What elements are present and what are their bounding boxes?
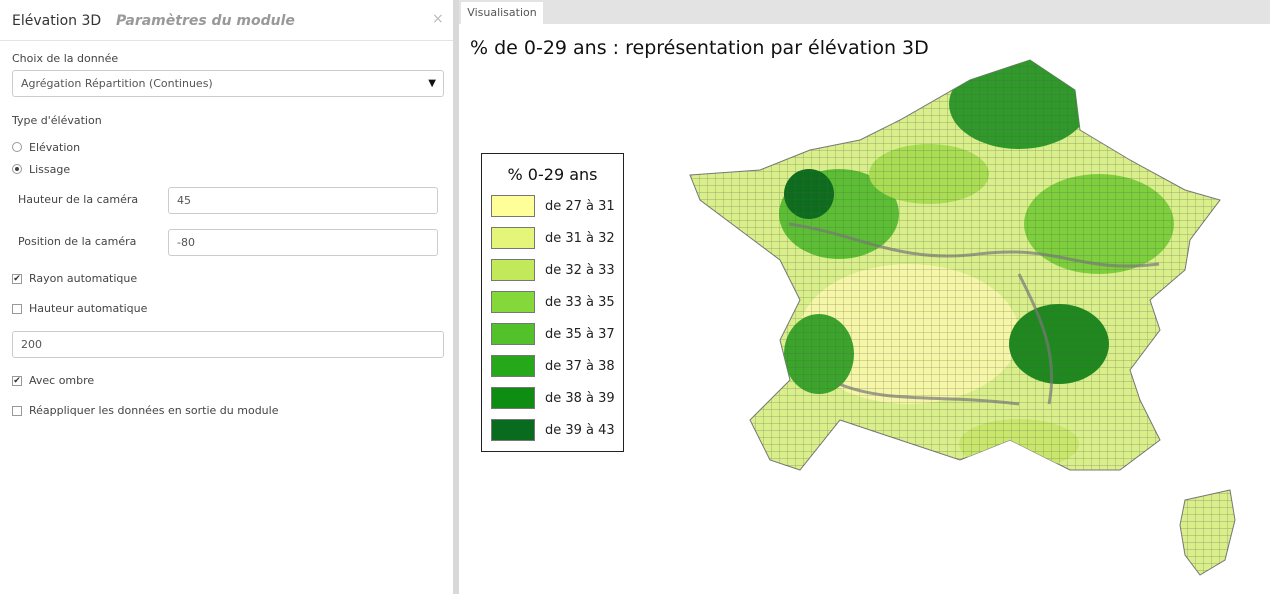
field-label: Position de la caméra xyxy=(18,235,137,248)
close-button[interactable]: × xyxy=(432,11,444,27)
radio-row: Elévation xyxy=(12,137,80,157)
legend-swatch xyxy=(491,355,535,377)
legend-item: de 33 à 35 xyxy=(482,286,623,318)
checkbox-row: ✔ Rayon automatique xyxy=(12,272,137,285)
camera-height-input[interactable]: 45 xyxy=(168,187,438,214)
checkbox[interactable]: ✔ xyxy=(12,375,22,386)
checkbox[interactable]: ✔ xyxy=(12,273,22,284)
field-label: Hauteur de la caméra xyxy=(18,193,139,206)
data-select[interactable]: Agrégation Répartition (Continues) ▼ xyxy=(12,70,444,97)
radio-label: Elévation xyxy=(29,140,81,154)
checkbox-row: ✔ Avec ombre xyxy=(12,374,94,387)
radio-row: Lissage xyxy=(12,159,80,179)
panel-title: Elévation 3D xyxy=(12,13,102,29)
legend-title: % 0-29 ans xyxy=(507,165,598,184)
settings-panel: Elévation 3D Paramètres du module × Choi… xyxy=(0,0,453,594)
legend-swatch xyxy=(491,227,535,249)
legend-label: de 33 à 35 xyxy=(545,294,615,310)
legend-swatch xyxy=(491,419,535,441)
checkbox[interactable] xyxy=(12,303,22,314)
checkbox-label: Rayon automatique xyxy=(29,272,138,285)
checkbox-label: Réappliquer les données en sortie du mod… xyxy=(29,404,279,417)
tab-bar xyxy=(459,0,1270,24)
legend-item: de 38 à 39 xyxy=(482,382,623,414)
select-arrow: ▼ xyxy=(428,78,436,89)
legend-item: de 35 à 37 xyxy=(482,318,623,350)
legend-item: de 32 à 33 xyxy=(482,254,623,286)
river-lines xyxy=(788,222,1160,406)
legend-swatch xyxy=(491,323,535,345)
legend-item: de 31 à 32 xyxy=(482,222,623,254)
legend-label: de 35 à 37 xyxy=(545,326,615,342)
radio-group: Elévation Lissage xyxy=(12,137,80,181)
legend-item: de 27 à 31 xyxy=(482,190,623,222)
legend-swatch xyxy=(491,259,535,281)
legend-items: de 27 à 31 de 31 à 32 de 32 à 33 de 33 à 35… xyxy=(482,190,623,446)
legend-label: de 38 à 39 xyxy=(545,390,615,406)
radio-button[interactable] xyxy=(12,164,22,174)
tab[interactable]: Visualisation xyxy=(461,2,543,24)
legend-label: de 27 à 31 xyxy=(545,198,615,214)
checkbox[interactable] xyxy=(12,405,22,416)
panel-subtitle: Paramètres du module xyxy=(116,13,295,29)
legend-swatch xyxy=(491,387,535,409)
legend-label: de 39 à 43 xyxy=(545,422,615,438)
camera-position-input[interactable]: -80 xyxy=(168,229,438,256)
legend-item: de 39 à 43 xyxy=(482,414,623,446)
panel-header xyxy=(0,0,453,41)
splitter xyxy=(453,0,459,594)
legend-label: de 31 à 32 xyxy=(545,230,615,246)
legend-label: de 32 à 33 xyxy=(545,262,615,278)
legend-swatch xyxy=(491,291,535,313)
checkbox-label: Hauteur automatique xyxy=(29,302,148,315)
legend-label: de 37 à 38 xyxy=(545,358,615,374)
height-input[interactable]: 200 xyxy=(12,331,444,358)
legend-swatch xyxy=(491,195,535,217)
map xyxy=(689,59,1236,576)
select-value: Agrégation Répartition (Continues) xyxy=(21,77,213,90)
checkbox-row: Réappliquer les données en sortie du mod… xyxy=(12,404,278,417)
radio-label: Lissage xyxy=(29,162,71,176)
checkbox-row: Hauteur automatique xyxy=(12,302,147,315)
legend-item: de 37 à 38 xyxy=(482,350,623,382)
corsica-grid xyxy=(1180,490,1235,575)
field-label: Type d'élévation xyxy=(12,114,102,127)
checkbox-label: Avec ombre xyxy=(29,374,95,387)
field-label: Choix de la donnée xyxy=(12,52,119,65)
map-title: % de 0-29 ans : représentation par éléva… xyxy=(470,37,929,59)
radio-button[interactable] xyxy=(12,142,22,152)
legend: % 0-29 ans de 27 à 31 de 31 à 32 de 32 à 3… xyxy=(481,153,624,452)
